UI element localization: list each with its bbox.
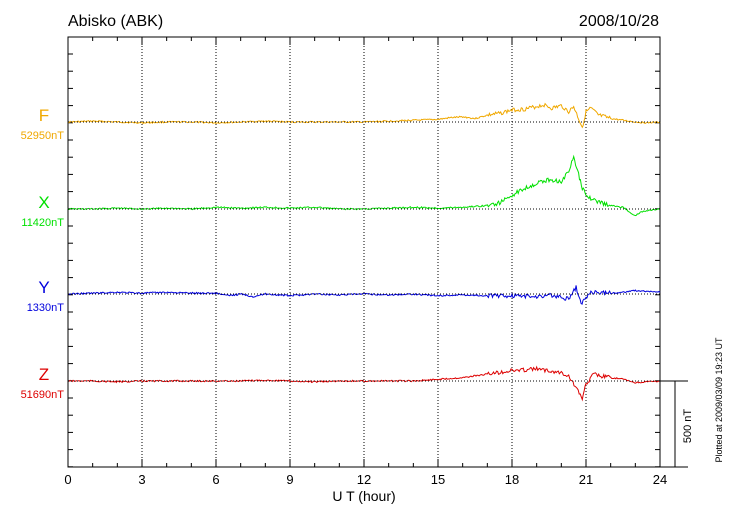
series-trace-z [67, 365, 661, 402]
chart-title: Abisko (ABK) [68, 13, 163, 30]
x-tick-label: 21 [579, 472, 593, 487]
plot-timestamp: Plotted at 2009/03/09 19:23 UT [714, 337, 724, 463]
series-baseline-x: 11420nT [21, 217, 64, 229]
series-name-z: Z [39, 365, 49, 384]
series-labels: F 52950nT X 11420nT Y 1330nT Z 51690nT [21, 106, 65, 401]
series-traces [67, 102, 661, 402]
x-tick-label: 12 [357, 472, 371, 487]
scale-bar: 500 nT [660, 380, 694, 468]
x-tick-label: 24 [653, 472, 667, 487]
series-baseline-f: 52950nT [21, 130, 65, 142]
series-name-f: F [39, 106, 49, 125]
series-trace-y [67, 285, 661, 305]
grid-lines [141, 37, 587, 467]
x-tick-label: 18 [505, 472, 519, 487]
x-tick-label: 0 [64, 472, 71, 487]
x-tick-label: 15 [431, 472, 445, 487]
x-tick-label: 9 [286, 472, 293, 487]
chart-date: 2008/10/28 [579, 13, 659, 30]
x-tick-label: 6 [212, 472, 219, 487]
series-baseline-z: 51690nT [21, 389, 65, 401]
x-tick-label: 3 [138, 472, 145, 487]
series-baseline-y: 1330nT [27, 302, 65, 314]
x-axis-label: U T (hour) [332, 488, 395, 504]
series-name-y: Y [38, 278, 49, 297]
plot-frame [67, 36, 661, 468]
series-name-x: X [38, 193, 49, 212]
axis-ticks [67, 37, 661, 468]
x-tick-labels: 0 3 6 9 12 15 18 21 24 [64, 472, 667, 487]
scale-bar-label: 500 nT [682, 409, 694, 444]
series-trace-f [68, 102, 661, 129]
series-trace-x [67, 154, 661, 217]
